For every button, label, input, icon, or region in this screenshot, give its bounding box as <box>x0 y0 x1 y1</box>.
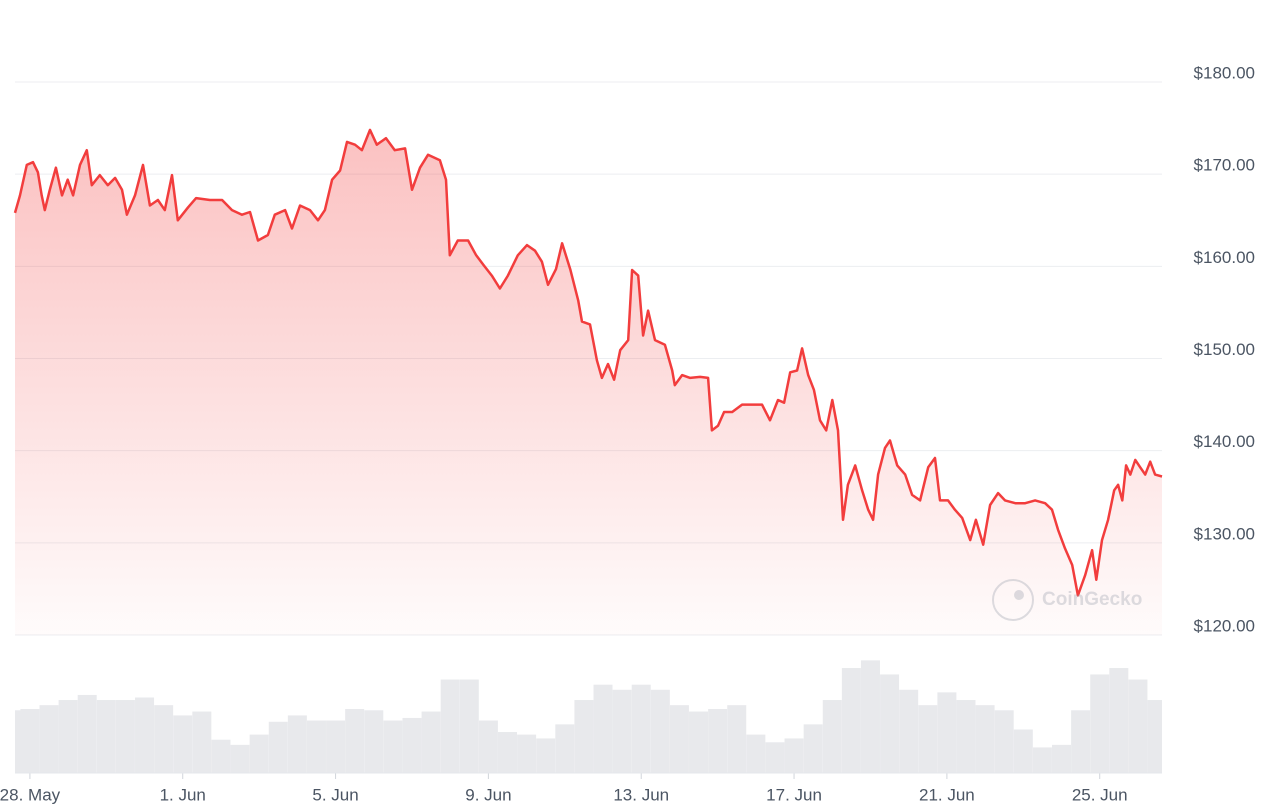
watermark: CoinGecko <box>992 579 1142 621</box>
volume-bar <box>1013 729 1033 773</box>
volume-bar <box>478 720 498 773</box>
volume-bar <box>1052 744 1072 773</box>
price-line <box>13 128 1163 597</box>
y-tick-label: $150.00 <box>1194 340 1255 359</box>
volume-bar <box>96 700 116 773</box>
volume-bar <box>115 700 135 773</box>
volume-bar <box>975 705 995 773</box>
volume-bar <box>1071 710 1091 773</box>
volume-bar <box>517 734 537 773</box>
volume-bar <box>154 705 174 773</box>
y-tick-label: $140.00 <box>1194 432 1255 451</box>
volume-bar <box>803 724 823 773</box>
volume-bar <box>880 674 900 773</box>
volume-bar <box>421 711 441 773</box>
volume-bar <box>956 700 976 773</box>
x-tick-label: 5. Jun <box>312 785 358 804</box>
x-tick-label: 13. Jun <box>613 785 669 804</box>
volume-bar <box>364 710 384 773</box>
volume-bar <box>689 711 709 773</box>
volume-bar <box>746 734 766 773</box>
volume-bar <box>1109 668 1129 773</box>
volume-bar <box>631 684 651 773</box>
volume-bar <box>135 697 155 773</box>
volume-bars <box>15 660 1162 773</box>
volume-bar <box>326 720 346 773</box>
volume-bar <box>440 679 460 773</box>
watermark-text: CoinGecko <box>1042 589 1142 610</box>
volume-bar <box>39 705 59 773</box>
volume-bar <box>192 711 212 773</box>
volume-bar <box>211 739 231 773</box>
volume-bar <box>497 732 517 773</box>
volume-bar <box>650 689 670 773</box>
volume-bar <box>1032 747 1052 773</box>
y-tick-label: $120.00 <box>1194 616 1255 635</box>
y-tick-label: $130.00 <box>1194 524 1255 543</box>
volume-bar <box>402 717 422 773</box>
volume-bar <box>899 689 919 773</box>
y-tick-label: $160.00 <box>1194 248 1255 267</box>
volume-bar <box>860 660 880 773</box>
x-tick-label: 9. Jun <box>465 785 511 804</box>
x-tick-label: 1. Jun <box>160 785 206 804</box>
volume-bar <box>937 692 957 773</box>
volume-bar <box>994 710 1014 773</box>
volume-bar <box>459 679 479 773</box>
y-tick-label: $180.00 <box>1194 63 1255 82</box>
volume-bar <box>612 689 632 773</box>
volume-bar <box>822 700 842 773</box>
price-area <box>15 129 1162 635</box>
volume-bar <box>574 700 594 773</box>
y-tick-label: $170.00 <box>1194 156 1255 175</box>
x-tick-label: 21. Jun <box>919 785 975 804</box>
x-tick-label: 17. Jun <box>766 785 822 804</box>
volume-bar <box>593 684 613 773</box>
x-tick-label: 25. Jun <box>1072 785 1128 804</box>
volume-bar <box>1147 700 1162 773</box>
volume-bar <box>784 738 804 773</box>
volume-bar <box>536 738 556 773</box>
volume-bar <box>58 700 78 773</box>
volume-bar <box>20 709 40 773</box>
volume-bar <box>268 721 288 773</box>
volume-bar <box>918 705 938 773</box>
volume-bar <box>727 705 747 773</box>
volume-bar <box>1090 674 1110 773</box>
volume-bar <box>669 705 689 773</box>
volume-bar <box>555 724 575 773</box>
volume-bar <box>173 715 193 773</box>
volume-bar <box>708 709 728 773</box>
volume-bar <box>306 720 326 773</box>
volume-bar <box>841 668 861 773</box>
volume-bar <box>230 744 250 773</box>
x-tick-label: 28. May <box>0 785 61 804</box>
volume-bar <box>765 742 785 773</box>
volume-bar <box>383 720 403 773</box>
axes: $120.00 $130.00 $140.00 $150.00 $160.00 $170.… <box>0 63 1255 804</box>
volume-bar <box>249 734 269 773</box>
price-plot <box>13 128 1163 635</box>
volume-bar <box>287 715 307 773</box>
volume-bar <box>345 709 365 773</box>
volume-bar <box>1128 679 1148 773</box>
volume-bar <box>77 694 97 773</box>
